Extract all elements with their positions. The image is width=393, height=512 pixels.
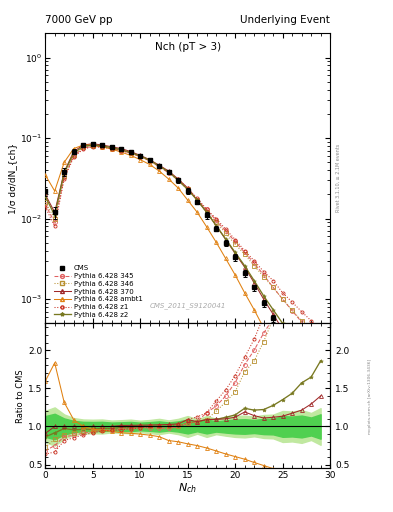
Y-axis label: Ratio to CMS: Ratio to CMS bbox=[16, 369, 25, 423]
X-axis label: $N_{ch}$: $N_{ch}$ bbox=[178, 482, 197, 496]
Text: Rivet 3.1.10, ≥ 2.1M events: Rivet 3.1.10, ≥ 2.1M events bbox=[336, 144, 341, 212]
Text: 7000 GeV pp: 7000 GeV pp bbox=[45, 14, 113, 25]
Text: Nch (pT > 3): Nch (pT > 3) bbox=[154, 42, 221, 52]
Y-axis label: 1/σ dσ/dN_{ch}: 1/σ dσ/dN_{ch} bbox=[8, 143, 17, 214]
Legend: CMS, Pythia 6.428 345, Pythia 6.428 346, Pythia 6.428 370, Pythia 6.428 ambt1, P: CMS, Pythia 6.428 345, Pythia 6.428 346,… bbox=[51, 263, 145, 321]
Text: Underlying Event: Underlying Event bbox=[240, 14, 330, 25]
Text: CMS_2011_S9120041: CMS_2011_S9120041 bbox=[149, 302, 226, 309]
Text: mcplots.cern.ch [arXiv:1306.3436]: mcplots.cern.ch [arXiv:1306.3436] bbox=[368, 358, 372, 434]
